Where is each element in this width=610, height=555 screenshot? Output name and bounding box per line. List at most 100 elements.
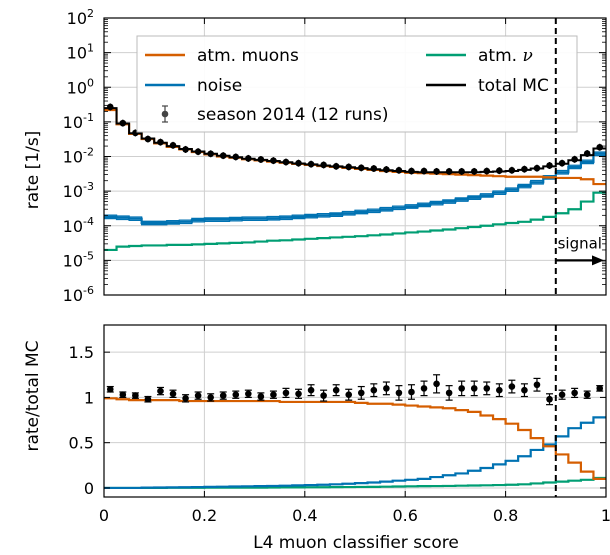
ratio-point xyxy=(483,385,491,392)
ratio-point xyxy=(596,385,604,392)
data-point-top xyxy=(270,157,277,164)
ratio-point xyxy=(583,391,591,399)
y-tick-label-exponent: -4 xyxy=(83,215,94,228)
y-tick-label-exponent: -1 xyxy=(83,111,94,124)
data-point-top xyxy=(408,167,415,175)
legend-item: atm. ν xyxy=(426,46,533,66)
y-tick-label-top: 10-4 xyxy=(63,215,94,236)
ratio-point xyxy=(207,394,214,401)
data-point-top xyxy=(357,164,365,172)
y-tick-label-base: 10 xyxy=(63,251,83,270)
ratio-point xyxy=(182,395,189,402)
data-point-top xyxy=(470,168,478,175)
ratio-point xyxy=(357,389,365,397)
y-tick-label-top: 10-2 xyxy=(63,146,94,167)
ratio-point xyxy=(320,392,327,399)
legend-item: noise xyxy=(145,76,242,96)
data-point-top xyxy=(395,166,403,174)
ratio-point xyxy=(132,392,139,399)
y-tick-label-bottom: 0.5 xyxy=(69,434,94,453)
y-tick-label-top: 10-1 xyxy=(63,111,94,132)
data-point-top xyxy=(119,119,127,127)
data-point-top xyxy=(496,167,503,174)
y-tick-label-base: 10 xyxy=(67,78,87,97)
data-point-top xyxy=(182,146,189,153)
ratio-point xyxy=(169,390,177,398)
y-tick-label-top: 10-3 xyxy=(63,180,94,201)
ratio-point xyxy=(420,385,428,392)
y-tick-label-base: 10 xyxy=(67,44,87,63)
ratio-point xyxy=(295,390,302,398)
data-point-top xyxy=(383,166,390,173)
legend-label: atm. ν xyxy=(478,46,533,66)
ratio-point xyxy=(571,389,578,397)
data-point-top xyxy=(483,167,491,175)
ratio-line-noise xyxy=(104,416,606,490)
signal-label: signal xyxy=(558,234,602,252)
y-axis-label-top: rate [1/s] xyxy=(23,131,43,210)
data-point-top xyxy=(157,138,164,146)
y-tick-label-top: 10-5 xyxy=(63,249,94,270)
y-tick-label-bottom: 0 xyxy=(84,479,94,498)
ratio-point xyxy=(219,392,227,399)
data-point-top xyxy=(521,165,528,173)
data-point-top xyxy=(445,168,453,175)
ratio-point xyxy=(521,386,528,394)
data-point-top xyxy=(169,142,177,149)
y-tick-label-base: 10 xyxy=(63,286,83,305)
y-tick-label-exponent: 0 xyxy=(87,76,94,89)
ratio-point xyxy=(194,392,202,399)
ratio-point xyxy=(106,385,114,393)
legend-item: atm. muons xyxy=(145,46,299,66)
ratio-point xyxy=(245,390,252,398)
ratio-point xyxy=(270,391,277,399)
ratio-point xyxy=(157,387,164,395)
data-point-top xyxy=(458,168,465,175)
ratio-point xyxy=(307,386,315,394)
data-point-top xyxy=(370,165,378,172)
data-point-top xyxy=(144,135,152,143)
legend-item: total MC xyxy=(426,76,549,96)
y-tick-label-bottom: 1.5 xyxy=(69,343,94,362)
legend-label: total MC xyxy=(478,76,549,96)
y-tick-label-top: 101 xyxy=(67,42,94,63)
ratio-point xyxy=(257,393,265,400)
y-tick-label-bottom: 1 xyxy=(84,388,94,407)
y-tick-label-exponent: -2 xyxy=(83,146,94,159)
y-tick-label-exponent: -3 xyxy=(83,180,94,193)
ratio-point xyxy=(533,381,541,389)
plot-frame-bottom xyxy=(103,324,607,498)
data-point-top xyxy=(345,163,353,171)
data-point-top xyxy=(420,167,428,175)
ratio-point xyxy=(433,380,440,388)
data-point-top xyxy=(282,158,290,166)
ratio-point xyxy=(332,386,340,394)
data-point-top xyxy=(571,156,578,163)
x-tick-label: 0.6 xyxy=(392,506,417,525)
ratio-point xyxy=(383,385,390,392)
data-point-top xyxy=(245,155,252,162)
ratio-line-atm-muons xyxy=(104,397,606,480)
legend-marker xyxy=(161,110,169,118)
legend-label-symbol: ν xyxy=(522,46,532,66)
y-tick-label-base: 10 xyxy=(63,148,83,167)
data-point-top xyxy=(320,161,327,169)
data-point-top xyxy=(307,160,315,168)
y-tick-label-top: 102 xyxy=(67,7,94,28)
y-tick-label-base: 10 xyxy=(63,113,83,132)
legend-label: noise xyxy=(197,76,242,96)
ratio-point xyxy=(445,389,453,397)
legend-label: season 2014 (12 runs) xyxy=(197,105,389,125)
signal-arrow-head xyxy=(592,255,604,266)
legend-item: season 2014 (12 runs) xyxy=(161,105,389,125)
y-tick-label-exponent: 1 xyxy=(87,42,94,55)
data-point-top xyxy=(194,148,202,155)
legend-box xyxy=(136,35,578,133)
ratio-point xyxy=(408,388,415,396)
x-tick-label: 0.4 xyxy=(292,506,317,525)
y-tick-label-base: 10 xyxy=(63,182,83,201)
legend-label-text: atm. xyxy=(478,46,522,66)
ratio-point xyxy=(345,391,353,399)
ratio-point xyxy=(144,395,152,403)
